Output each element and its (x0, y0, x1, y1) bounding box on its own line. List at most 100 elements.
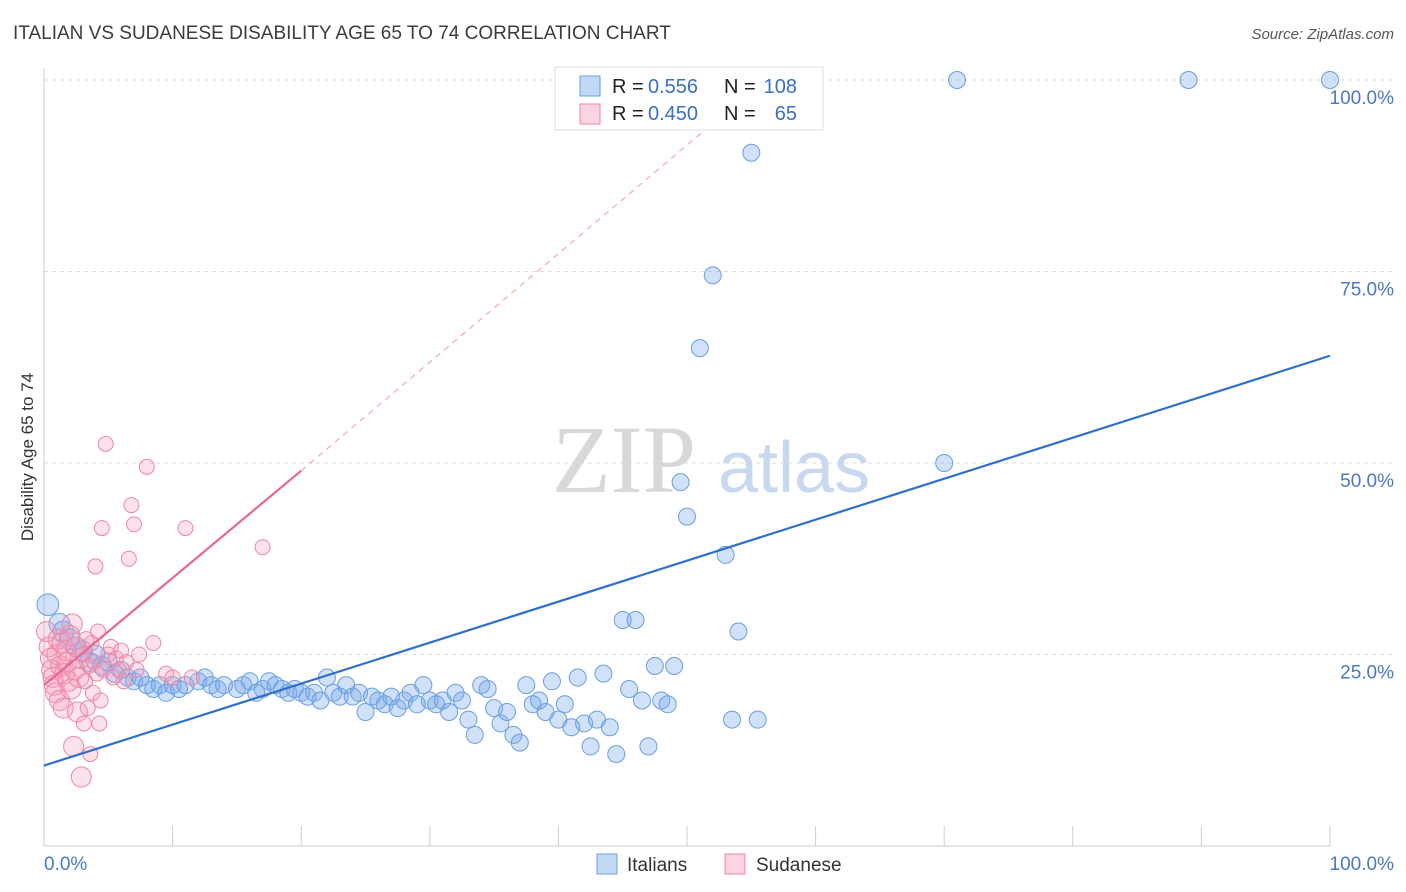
italians-points (36, 71, 1339, 764)
sudanese-point (128, 661, 145, 678)
watermark-atlas: atlas (718, 428, 870, 508)
italians-point (594, 664, 613, 683)
watermark: ZIP atlas (552, 406, 870, 513)
y-tick-label: 50.0% (1340, 471, 1394, 492)
italians-point (491, 714, 510, 733)
legend-n-value-italians: 108 (764, 76, 797, 98)
legend-n-value-sudanese: 65 (775, 103, 797, 125)
sudanese-points (36, 435, 271, 788)
italians-point (620, 679, 639, 698)
italians-point (626, 611, 645, 630)
y-axis-label: Disability Age 65 to 74 (18, 373, 37, 541)
sudanese-point (39, 647, 61, 669)
sudanese-point (70, 766, 92, 788)
sudanese-point (61, 613, 83, 635)
legend-r-value-sudanese: 0.450 (648, 103, 698, 125)
sudanese-point (164, 669, 181, 686)
italians-point (497, 702, 516, 721)
sudanese-point (87, 558, 104, 575)
chart-source: Source: ZipAtlas.com (1251, 26, 1394, 43)
sudanese-point (126, 516, 143, 533)
sudanese-point (183, 669, 200, 686)
sudanese-point (93, 520, 110, 537)
italians-point (581, 737, 600, 756)
y-tick-label: 25.0% (1340, 663, 1394, 684)
sudanese-point (52, 697, 74, 719)
italians-point (742, 143, 761, 162)
italians-point (459, 710, 478, 729)
sudanese-point (92, 692, 109, 709)
sudanese-point (145, 635, 162, 652)
italians-point (639, 737, 658, 756)
italians-point (478, 679, 497, 698)
legend-r-value-italians: 0.556 (648, 76, 698, 98)
watermark-zip: ZIP (552, 406, 696, 513)
sudanese-point (254, 539, 271, 556)
italians-point (748, 710, 767, 729)
sudanese-point (115, 673, 132, 690)
x-tick-labels: 0.0% 100.0% (44, 854, 1394, 875)
italians-point (305, 683, 324, 702)
bottom-legend-swatch-sudanese (724, 853, 746, 875)
italians-point (542, 672, 561, 691)
legend-r-label-sudanese: R = (612, 103, 644, 125)
chart-title: ITALIAN VS SUDANESE DISABILITY AGE 65 TO… (13, 23, 671, 44)
sudanese-point (47, 628, 69, 650)
legend-swatch-sudanese (579, 103, 601, 125)
italians-point (504, 725, 523, 744)
legend-n-label-sudanese: N = (724, 103, 756, 125)
sudanese-point (91, 715, 108, 732)
italians-point (517, 676, 536, 695)
italians-point (690, 339, 709, 358)
grid-lines (44, 79, 1394, 655)
italians-point (452, 691, 471, 710)
italians-point (1179, 71, 1198, 89)
bottom-legend-swatch-italians (596, 853, 618, 875)
sudanese-point (138, 458, 155, 475)
legend: R = 0.556 N = 108 R = 0.450 N = 65 (554, 66, 824, 131)
y-tick-label: 100.0% (1330, 88, 1395, 109)
italians-trendline (43, 354, 1331, 767)
italians-point (555, 695, 574, 714)
sudanese-trendline-extension (300, 79, 765, 472)
italians-point (414, 676, 433, 695)
italians-point (36, 593, 60, 617)
sudanese-point (75, 715, 92, 732)
sudanese-point (97, 435, 114, 452)
sudanese-point (105, 669, 122, 686)
sudanese-point (177, 520, 194, 537)
italians-point (568, 668, 587, 687)
italians-point (1321, 71, 1339, 89)
sudanese-point (120, 550, 137, 567)
bottom-legend-label-sudanese: Sudanese (756, 855, 842, 876)
italians-point (935, 454, 954, 472)
x-tick-marks (43, 826, 1331, 846)
italians-point (465, 725, 484, 744)
italians-point (600, 718, 619, 737)
italians-point (632, 691, 651, 710)
legend-n-label-italians: N = (724, 76, 756, 98)
italians-point (330, 687, 349, 706)
italians-point (356, 702, 375, 721)
x-tick-label: 0.0% (44, 854, 87, 875)
bottom-legend-label-italians: Italians (627, 855, 687, 876)
sudanese-point (66, 701, 88, 723)
legend-swatch-italians (579, 75, 601, 97)
italians-point (723, 710, 742, 729)
sudanese-point (38, 636, 60, 658)
italians-point (440, 702, 459, 721)
y-tick-label: 75.0% (1340, 280, 1394, 301)
italians-point (607, 745, 626, 764)
italians-point (388, 699, 407, 718)
italians-point (195, 668, 214, 687)
italians-point (948, 71, 967, 89)
italians-point (645, 656, 664, 675)
italians-point (671, 473, 690, 492)
italians-point (703, 266, 722, 285)
bottom-legend: Italians Sudanese (596, 853, 842, 876)
trendlines (43, 79, 1331, 767)
italians-point (530, 691, 549, 710)
italians-point (665, 656, 684, 675)
italians-point (510, 733, 529, 752)
